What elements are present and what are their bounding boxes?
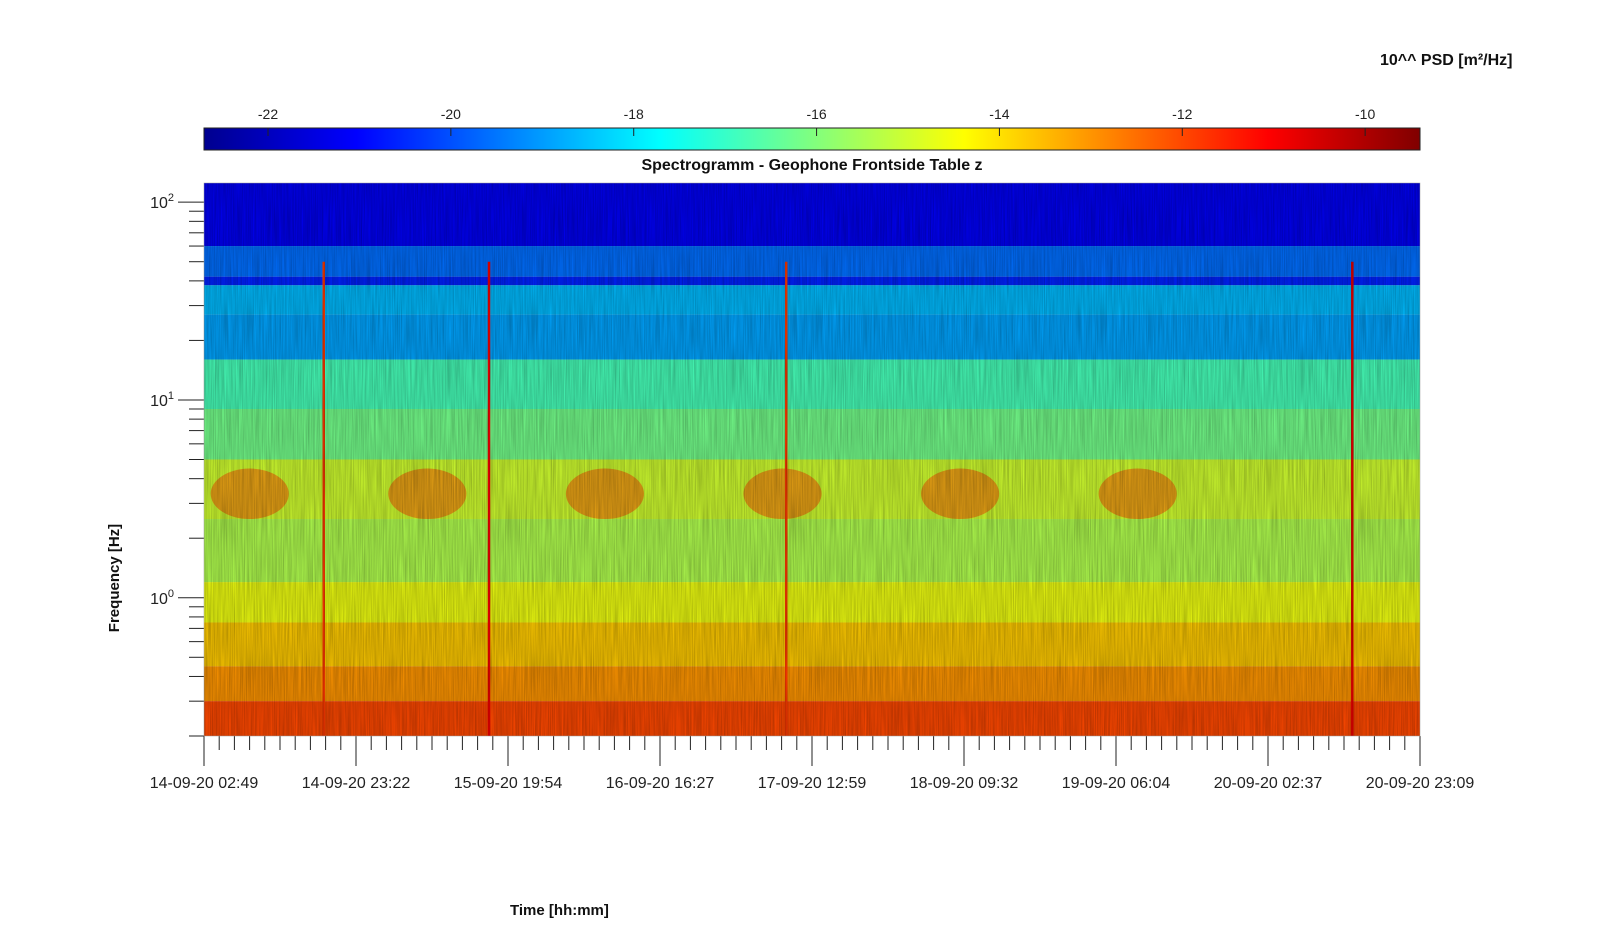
x-tick-label: 18-09-20 09:32 <box>910 775 1019 792</box>
colorbar-tick-label: -22 <box>258 106 278 122</box>
y-axis-label: Frequency [Hz] <box>106 523 123 633</box>
y-tick-label: 100 <box>150 588 174 608</box>
x-tick-label: 19-09-20 06:04 <box>1062 775 1171 792</box>
y-tick-label: 102 <box>150 192 174 212</box>
y-axis: 100 101 102 <box>150 192 204 737</box>
x-tick-label: 20-09-20 02:37 <box>1214 775 1323 792</box>
colorbar-tick-label: -10 <box>1355 106 1375 122</box>
plot-area <box>204 183 1420 736</box>
colorbar-tick-label: -18 <box>624 106 644 122</box>
x-tick-label: 14-09-20 02:49 <box>150 775 259 792</box>
x-axis-label: Time [hh:mm] <box>510 902 609 919</box>
x-axis: 14-09-20 02:49 14-09-20 23:22 15-09-20 19:… <box>150 736 1475 792</box>
plot-frame <box>203 182 1421 737</box>
colorbar-tick-label: -20 <box>441 106 461 122</box>
x-tick-label: 17-09-20 12:59 <box>758 775 867 792</box>
colorbar-label: 10^^ PSD [m²/Hz] <box>1380 52 1513 69</box>
x-tick-label: 15-09-20 19:54 <box>454 775 563 792</box>
x-tick-label: 14-09-20 23:22 <box>302 775 411 792</box>
texture-overlay <box>204 183 1420 736</box>
y-tick-label: 101 <box>150 390 174 410</box>
colorbar-tick-label: -16 <box>806 106 826 122</box>
colorbar-tick-label: -12 <box>1172 106 1192 122</box>
chart-title: Spectrogramm - Geophone Frontside Table … <box>641 157 983 174</box>
x-tick-label: 16-09-20 16:27 <box>606 775 715 792</box>
colorbar-tick-label: -14 <box>989 106 1009 122</box>
colorbar-gradient <box>203 127 1421 151</box>
colorbar: -22 -20 -18 -16 -14 -12 -10 <box>203 106 1421 151</box>
colorbar-ticks: -22 -20 -18 -16 -14 -12 -10 <box>258 106 1375 136</box>
x-tick-label: 20-09-20 23:09 <box>1366 775 1475 792</box>
